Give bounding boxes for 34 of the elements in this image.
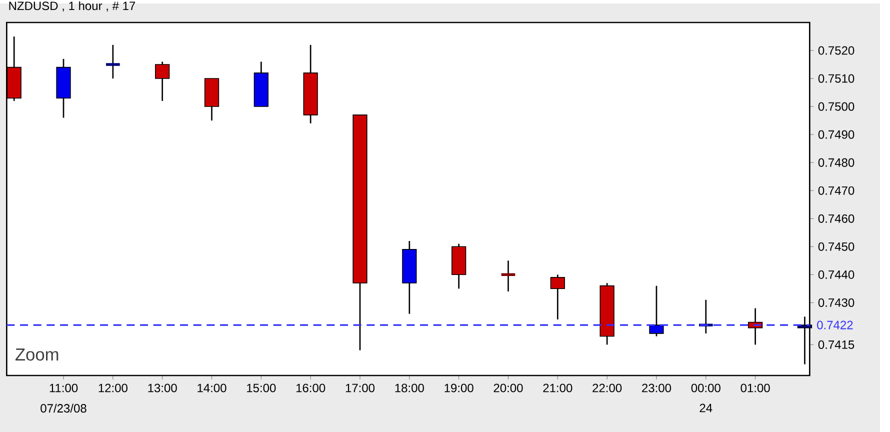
x-tick-label: 13:00 (148, 384, 177, 392)
x-tick-label: 20:00 (494, 384, 523, 392)
candlestick (550, 274, 565, 320)
text: 07/23/08 (40, 404, 86, 412)
x-tick-label: 21:00 (543, 384, 572, 392)
x-tick-label: 23:00 (642, 384, 672, 392)
y-tick-label: 0.7440 (818, 270, 854, 279)
y-tick-label: 0.7450 (818, 242, 854, 251)
y-tick-label: 0.7490 (818, 130, 854, 139)
x-tick-label: 18:00 (395, 384, 424, 392)
x-tick-label: 14:00 (198, 384, 226, 392)
x-tick-label: 22:00 (592, 384, 622, 392)
y-tick-label: 0.7480 (818, 158, 854, 167)
annotation: Zoom (16, 348, 58, 360)
x-tick-label: 11:00 (50, 384, 78, 392)
y-tick-label: 0.7470 (818, 186, 854, 195)
x-tick-label: 16:00 (296, 384, 326, 392)
x-tick-label: 00:00 (691, 384, 720, 392)
candlestick (649, 284, 664, 337)
candlestick (155, 60, 170, 102)
y-tick-label: 0.7500 (818, 102, 854, 111)
y-tick-label: 0.7415 (818, 340, 854, 349)
y-tick-label: 0.7460 (818, 214, 854, 223)
ref-line-label: 0.7422 (817, 320, 853, 330)
text: 24 (700, 404, 712, 412)
y-tick-label: 0.7510 (818, 74, 854, 83)
y-tick-label: 0.7430 (818, 298, 854, 307)
x-tick-label: 15:00 (247, 384, 276, 392)
y-tick-label: 0.7520 (818, 46, 854, 55)
chart-title: NZDUSD , 1 hour , # 17 (9, 1, 136, 12)
x-tick-label: 01:00 (740, 384, 770, 392)
x-tick-label: 12:00 (98, 384, 128, 392)
x-tick-label: 17:00 (346, 384, 375, 392)
x-tick-label: 19:00 (444, 384, 474, 392)
